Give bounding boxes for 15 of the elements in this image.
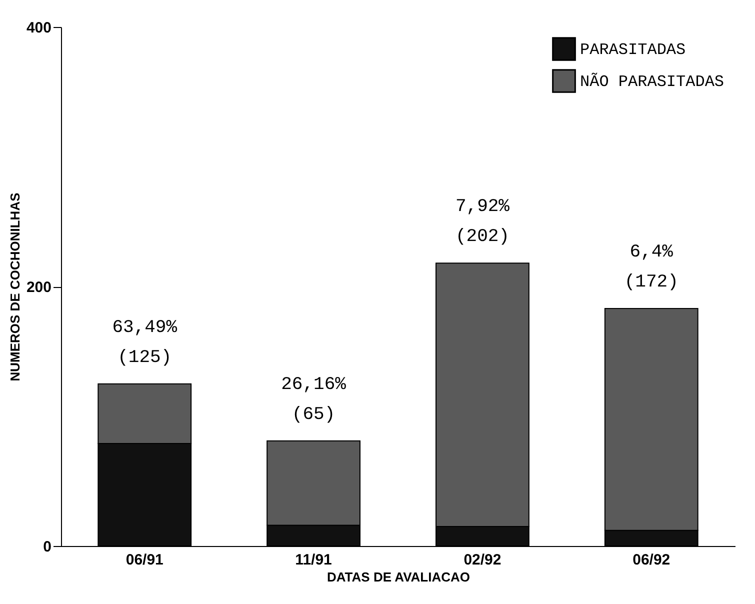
y-axis-title: NUMEROS DE COCHONILHAS (7, 192, 22, 382)
x-tick-label: 02/92 (464, 552, 502, 568)
annotation: 63,49% (125) (112, 318, 178, 368)
legend-label: PARASITADAS (580, 41, 686, 59)
annotation: 6,4% (172) (624, 242, 678, 293)
x-tick-label: 06/92 (632, 552, 670, 568)
annotation: 26,16% (65) (281, 374, 346, 425)
y-tick-label: 0 (43, 538, 52, 556)
legend-label: NÃO PARASITADAS (580, 72, 724, 91)
y-tick-label: 200 (26, 279, 52, 296)
x-axis-title: DATAS DE AVALIACAO (327, 570, 470, 584)
annotation: 7,92% (202) (455, 197, 510, 248)
y-tick-label: 400 (26, 20, 52, 36)
x-tick-label: 06/91 (126, 552, 164, 568)
x-tick-label: 11/91 (295, 552, 332, 568)
